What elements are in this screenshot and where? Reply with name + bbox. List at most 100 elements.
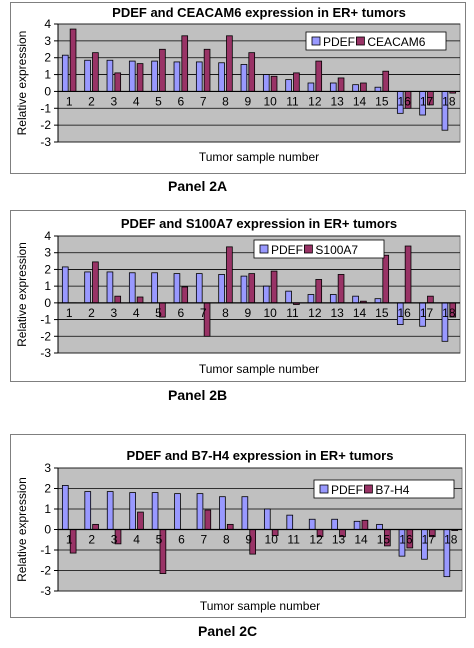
legend-label: PDEF: [331, 483, 363, 497]
x-tick-label: 14: [353, 94, 367, 108]
x-tick-label: 9: [244, 306, 251, 320]
legend-box: [305, 31, 447, 51]
bar-pdef: [374, 86, 382, 92]
y-axis-label: Relative expression: [15, 242, 29, 347]
x-axis-label: Tumor sample number: [200, 599, 320, 613]
bar-pdef: [84, 271, 91, 304]
x-tick-label: 3: [111, 533, 118, 547]
x-tick-label: 11: [287, 533, 300, 547]
bar-pdef: [173, 61, 181, 92]
bar-s100a7: [404, 245, 412, 304]
x-tick-label: 18: [442, 94, 456, 108]
bar-ceacam6: [136, 63, 144, 92]
bar-pdef: [128, 60, 136, 92]
y-axis-label: Relative expression: [15, 477, 29, 582]
bar-ceacam6: [315, 60, 323, 92]
x-tick-label: 14: [353, 306, 367, 320]
bar-ceacam6: [92, 52, 99, 92]
x-tick-label: 18: [442, 306, 456, 320]
bar-pdef: [61, 54, 69, 92]
bar-s100a7: [181, 286, 189, 304]
bar-s100a7: [427, 295, 434, 304]
x-tick-label: 15: [375, 306, 389, 320]
legend-label: S100A7: [315, 243, 358, 257]
y-tick-label: -1: [40, 543, 51, 557]
legend-swatch: [303, 244, 313, 254]
bar-b7-h4: [226, 523, 234, 530]
bar-ceacam6: [226, 35, 233, 92]
x-tick-label: 8: [222, 306, 229, 320]
x-tick-label: 12: [308, 306, 322, 320]
y-tick-label: 0: [44, 523, 51, 537]
x-tick-label: 17: [420, 94, 434, 108]
y-tick-label: 3: [44, 461, 51, 475]
bar-pdef: [285, 79, 292, 92]
bar-pdef: [196, 493, 204, 530]
chart-panel-a: PDEF and CEACAM6 expression in ER+ tumor…: [15, 5, 461, 164]
x-tick-label: 9: [245, 533, 252, 547]
chart-panel-b: PDEF and S100A7 expression in ER+ tumors…: [15, 216, 461, 376]
legend-label: PDEF: [271, 243, 303, 257]
bar-pdef: [218, 274, 225, 304]
bar-s100a7: [337, 274, 345, 304]
bar-pdef: [195, 273, 203, 304]
bar-ceacam6: [248, 52, 256, 92]
bar-s100a7: [270, 270, 278, 304]
y-tick-label: 4: [44, 17, 51, 31]
chart-panel-c: PDEF and B7-H4 expression in ER+ tumors -…: [15, 448, 463, 613]
y-tick-label: -3: [40, 584, 51, 598]
x-tick-label: 8: [222, 94, 229, 108]
x-tick-label: 7: [200, 94, 207, 108]
x-tick-label: 12: [309, 533, 323, 547]
bar-pdef: [353, 520, 361, 530]
x-axis-label: Tumor sample number: [199, 362, 319, 376]
chart-title: PDEF and CEACAM6 expression in ER+ tumor…: [112, 5, 406, 20]
legend-swatch: [311, 36, 321, 46]
bar-pdef: [151, 272, 158, 304]
legend-label: PDEF: [323, 35, 355, 49]
bar-pdef: [329, 294, 337, 304]
x-tick-label: 5: [155, 306, 162, 320]
bar-pdef: [241, 496, 249, 530]
bar-pdef: [307, 294, 315, 304]
bar-pdef: [352, 84, 359, 92]
bar-pdef: [329, 82, 337, 92]
legend-label: CEACAM6: [367, 35, 425, 49]
x-tick-label: 16: [397, 306, 411, 320]
x-tick-label: 9: [244, 94, 251, 108]
y-tick-label: 4: [44, 229, 51, 243]
bar-pdef: [106, 59, 114, 92]
x-tick-label: 13: [330, 94, 344, 108]
x-tick-label: 11: [286, 94, 299, 108]
bar-pdef: [151, 492, 159, 530]
bar-s100a7: [248, 273, 256, 304]
bar-ceacam6: [360, 82, 367, 92]
bar-pdef: [285, 290, 292, 304]
bar-b7-h4: [361, 519, 369, 530]
y-tick-label: -2: [40, 564, 51, 578]
bar-pdef: [173, 273, 181, 304]
legend-box: [253, 239, 385, 259]
bar-ceacam6: [203, 48, 211, 92]
x-tick-label: 13: [330, 306, 344, 320]
bar-s100a7: [226, 246, 233, 304]
bar-s100a7: [136, 296, 144, 304]
bar-pdef: [240, 275, 248, 304]
bar-pdef: [263, 508, 271, 530]
x-tick-label: 17: [420, 306, 434, 320]
x-tick-label: 3: [110, 306, 117, 320]
chart-title: PDEF and B7-H4 expression in ER+ tumors: [127, 448, 394, 463]
x-tick-label: 17: [422, 533, 436, 547]
x-tick-label: 6: [177, 94, 184, 108]
x-tick-label: 4: [133, 306, 140, 320]
bar-s100a7: [92, 261, 99, 304]
bar-pdef: [128, 272, 136, 304]
bar-pdef: [195, 61, 203, 92]
legend-swatch: [259, 244, 269, 254]
x-tick-label: 10: [263, 306, 277, 320]
x-tick-label: 12: [308, 94, 322, 108]
bar-ceacam6: [181, 35, 189, 92]
bar-pdef: [61, 485, 69, 530]
bar-pdef: [129, 492, 136, 530]
x-tick-label: 3: [110, 94, 117, 108]
